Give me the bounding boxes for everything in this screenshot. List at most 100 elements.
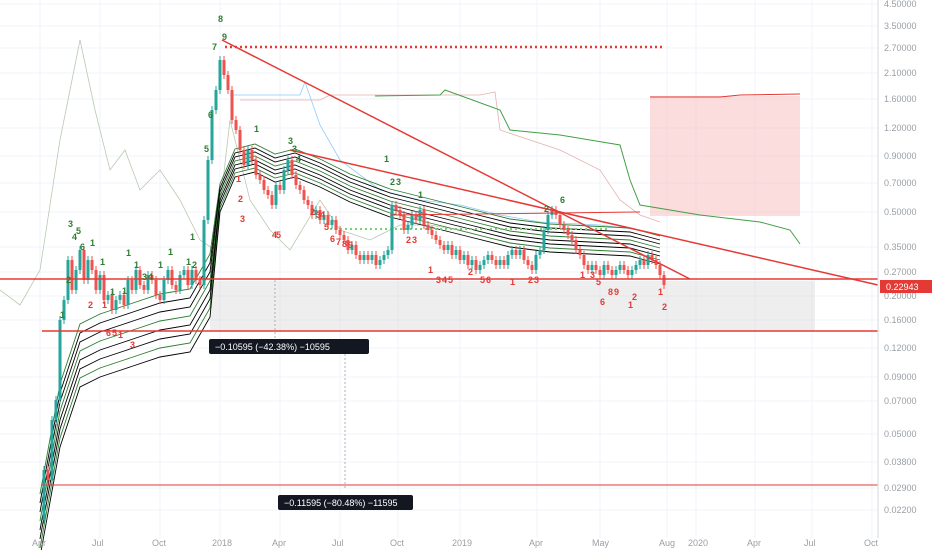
td-count-label: 3 [590, 270, 595, 280]
price-tick-label: 0.12000 [884, 343, 917, 353]
td-count-label: 1 [236, 174, 241, 184]
candle-body [78, 250, 82, 270]
candle-body [446, 245, 450, 250]
candle-body [130, 280, 134, 290]
candle-body [286, 160, 290, 170]
candle-body [482, 260, 486, 265]
candle-body [614, 270, 618, 275]
mid-resistance-line[interactable] [389, 211, 641, 216]
candle-body [646, 255, 650, 265]
candle-body [362, 255, 366, 260]
candle-body [306, 200, 310, 205]
candle-body [390, 205, 394, 250]
candle-body [314, 210, 318, 215]
candle-body [198, 280, 202, 285]
candle-body [422, 210, 426, 225]
span-b [374, 89, 801, 245]
candle-body [334, 220, 338, 230]
candle-body [586, 265, 590, 270]
candle-body [270, 195, 274, 205]
candle-body [602, 265, 606, 275]
td-count-label: 4 [442, 275, 447, 285]
td-count-label: 5 [448, 275, 453, 285]
candle-body [434, 235, 438, 240]
candle-body [322, 215, 326, 220]
td-count-label: 9 [614, 287, 619, 297]
drawn-lines[interactable] [0, 39, 879, 488]
td-count-label: 5 [596, 277, 601, 287]
candle-body [202, 220, 206, 285]
trendline-steep[interactable] [221, 39, 691, 280]
candle-body [74, 270, 78, 290]
price-tick-label: 0.20000 [884, 291, 917, 301]
price-tick-label: 0.70000 [884, 178, 917, 188]
measure-box [210, 281, 815, 331]
price-tick-label: 2.70000 [884, 43, 917, 53]
conversion-line [240, 91, 661, 223]
candle-body [622, 265, 626, 270]
price-tick-label: 0.90000 [884, 151, 917, 161]
candle-body [662, 275, 666, 285]
candle-body [162, 280, 166, 300]
candle-body [186, 270, 190, 285]
candle-body [406, 225, 410, 230]
candle-body [578, 250, 582, 255]
price-tick-label: 0.50000 [884, 207, 917, 217]
candle-body [226, 75, 230, 90]
td-count-label: 2 [66, 275, 71, 285]
measure-tooltip-2-text: −0.11595 (−80.48%) −11595 [284, 498, 398, 508]
td-count-label: 1 [100, 257, 105, 267]
td-count-label: 6 [106, 328, 111, 338]
td-count-label: 5 [324, 222, 329, 232]
zones [210, 93, 815, 331]
candle-body [618, 265, 622, 270]
td-count-label: 1 [168, 247, 173, 257]
candle-body [402, 215, 406, 230]
candle-body [146, 275, 150, 290]
trendline-shallow[interactable] [289, 149, 879, 286]
candle-body [178, 275, 182, 290]
candle-body [410, 215, 414, 225]
candle-body [354, 245, 358, 255]
candle-body [82, 250, 86, 280]
candle-body [526, 260, 530, 265]
candle-body [110, 295, 114, 310]
candle-body [242, 150, 246, 165]
td-count-label: 1 [158, 260, 163, 270]
td-count-label: 8 [608, 287, 613, 297]
candle-body [454, 250, 458, 255]
td-count-label: 7 [212, 42, 217, 52]
td-count-label: 1 [60, 310, 65, 320]
candle-body [594, 265, 598, 270]
candle-body [382, 255, 386, 260]
candle-body [546, 215, 550, 230]
candle-body [486, 255, 490, 260]
candle-body [94, 270, 98, 290]
candle-body [550, 210, 554, 215]
candle-body [58, 320, 62, 400]
candle-body [634, 265, 638, 270]
time-tick-label: Oct [152, 538, 167, 548]
td-count-label: 6 [560, 195, 565, 205]
td-count-label: 1 [110, 287, 115, 297]
price-tick-label: 0.16000 [884, 315, 917, 325]
candle-body [70, 260, 74, 290]
candle-body [126, 280, 130, 305]
time-tick-label: 2018 [212, 538, 232, 548]
candle-body [478, 265, 482, 270]
candle-body [338, 230, 342, 235]
candle-body [166, 270, 170, 280]
candle-body [302, 190, 306, 200]
time-tick-label: Apr [529, 538, 543, 548]
td-count-label: 2 [544, 204, 549, 214]
td-count-label: 1 [628, 300, 633, 310]
measure-tooltip-1-text: −0.10595 (−42.38%) −10595 [215, 342, 330, 352]
td-count-label: 2 [632, 292, 637, 302]
candle-body [530, 265, 534, 270]
candle-body [650, 255, 654, 260]
candle-body [98, 275, 102, 290]
candle-body [46, 470, 50, 480]
price-tick-label: 4.50000 [884, 0, 917, 9]
candle-body [158, 295, 162, 300]
